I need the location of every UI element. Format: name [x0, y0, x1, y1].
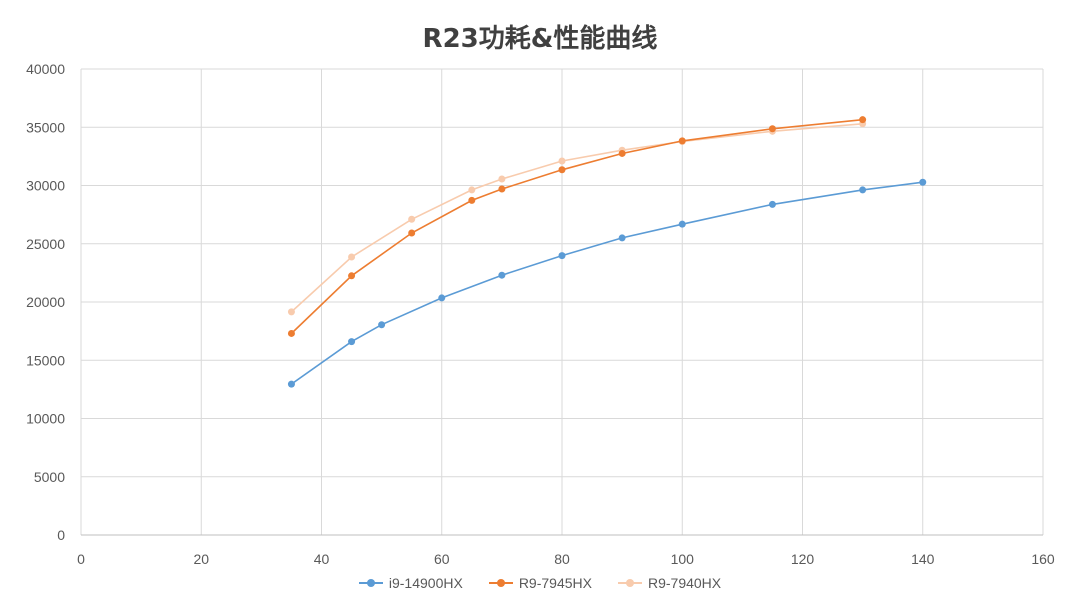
series-line-i9-14900HX [290, 181, 923, 385]
data-point [558, 166, 566, 174]
data-point [678, 220, 686, 228]
x-tick-label: 80 [554, 551, 570, 567]
data-point [468, 196, 476, 204]
y-tick-label: 25000 [26, 236, 65, 252]
data-point [618, 149, 626, 157]
x-tick-label: 0 [77, 551, 85, 567]
data-point [348, 338, 356, 346]
y-tick-label: 35000 [26, 119, 65, 135]
x-tick-label: 60 [434, 551, 450, 567]
legend-label: R9-7945HX [518, 575, 592, 591]
legend-label: R9-7940HX [647, 575, 722, 591]
data-point [287, 308, 295, 316]
data-point [348, 253, 356, 261]
data-point [348, 272, 356, 280]
legend-label: i9-14900HX [388, 575, 463, 591]
y-tick-label: 20000 [26, 294, 65, 310]
data-point [618, 234, 626, 242]
x-tick-label: 120 [791, 551, 815, 567]
x-tick-label: 100 [671, 551, 695, 567]
legend-item: R9-7945HX [488, 575, 592, 591]
data-point [498, 175, 506, 183]
data-point [498, 271, 506, 279]
data-point [558, 157, 566, 165]
y-tick-label: 5000 [34, 469, 65, 485]
legend-swatch [617, 578, 642, 588]
y-tick-label: 40000 [26, 61, 65, 77]
x-tick-label: 40 [314, 551, 330, 567]
data-point [378, 321, 386, 329]
y-tick-label: 10000 [26, 411, 65, 427]
data-point [498, 185, 506, 193]
legend-swatch [488, 578, 513, 588]
y-tick-label: 0 [57, 527, 65, 543]
data-point [678, 137, 686, 145]
x-tick-label: 20 [193, 551, 209, 567]
x-tick-label: 140 [911, 551, 935, 567]
data-point [287, 329, 295, 337]
x-tick-label: 160 [1031, 551, 1055, 567]
data-point [438, 294, 446, 302]
data-point [408, 229, 416, 237]
data-point [919, 178, 927, 186]
series-line-R9-7945HX [290, 118, 863, 335]
series-line-R9-7940HX [290, 123, 863, 313]
data-point [768, 125, 776, 133]
data-point [287, 380, 295, 388]
legend-item: i9-14900HX [358, 575, 463, 591]
chart-title: R23功耗&性能曲线 [422, 24, 658, 54]
y-tick-label: 15000 [26, 352, 65, 368]
chart-legend: i9-14900HX R9-7945HX R9-7940HX [0, 575, 1080, 591]
data-point [558, 252, 566, 260]
y-tick-label: 30000 [26, 178, 65, 194]
legend-swatch [358, 578, 383, 588]
data-point [859, 116, 867, 124]
data-point [468, 186, 476, 194]
legend-item: R9-7940HX [617, 575, 722, 591]
data-point [859, 186, 867, 194]
data-point [768, 200, 776, 208]
data-point [408, 215, 416, 223]
